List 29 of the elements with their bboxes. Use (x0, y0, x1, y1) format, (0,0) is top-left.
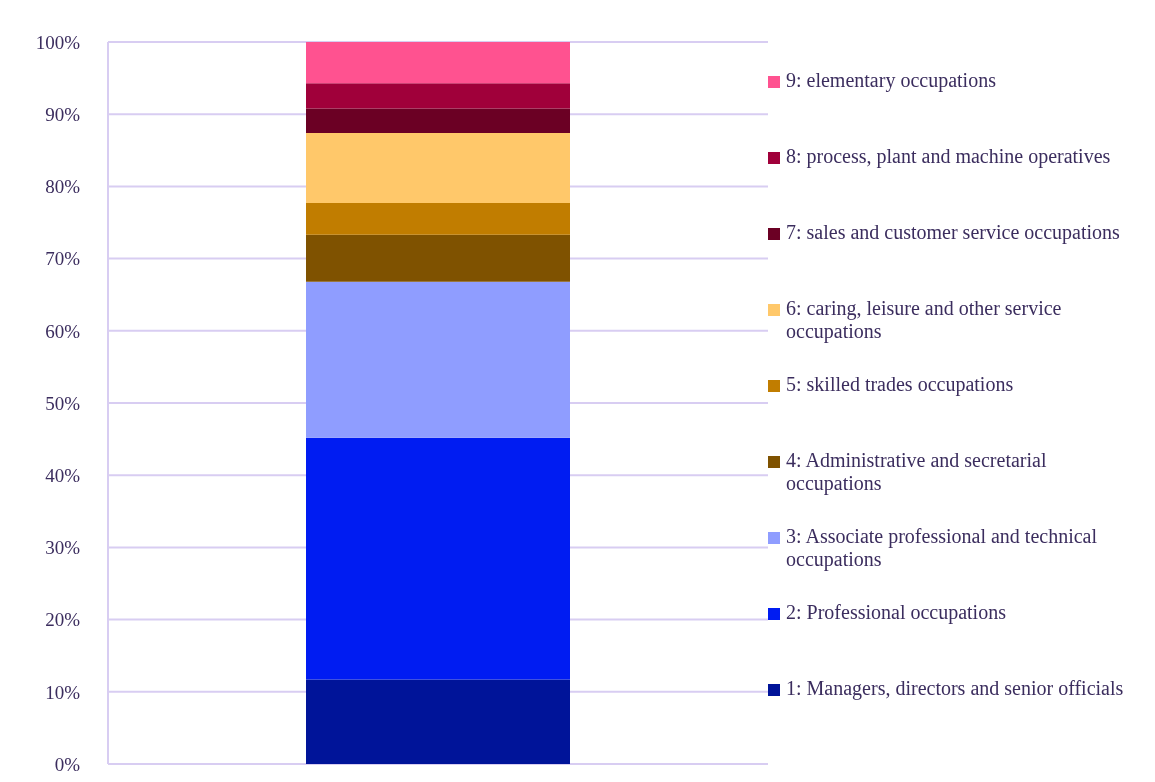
legend-label: 4: Administrative and secretarial occupations (786, 449, 1048, 495)
y-tick-label: 100% (35, 31, 81, 53)
legend-label: 5: skilled trades occupations (786, 373, 1014, 396)
y-tick-label: 40% (45, 464, 81, 486)
legend-label: 7: sales and customer service occupations (786, 221, 1120, 244)
legend-label: 2: Professional occupations (786, 601, 1006, 624)
bar (306, 281, 570, 438)
y-tick-label: 10% (45, 681, 81, 703)
y-tick-label: 70% (45, 248, 81, 270)
legend-label: 1: Managers, directors and senior officials (786, 677, 1124, 700)
legend-label: 6: caring, leisure and other service occupations (786, 297, 1063, 343)
legend-label: 9: elementary occupations (786, 69, 996, 92)
legend-label: 3: Associate professional and technical occupations (786, 525, 1098, 571)
bar (306, 42, 570, 84)
y-tick-label: 90% (45, 103, 81, 125)
y-tick-label: 0% (54, 753, 81, 775)
y-tick-label: 30% (45, 537, 81, 559)
y-tick-label: 20% (45, 609, 81, 631)
bar (306, 108, 570, 133)
bar (306, 234, 570, 282)
y-tick-label: 80% (45, 176, 81, 198)
bar (306, 83, 570, 109)
bar (306, 679, 570, 764)
bar (306, 203, 570, 235)
legend-label: 8: process, plant and machine operatives (786, 145, 1111, 168)
bar (306, 132, 570, 204)
y-tick-label: 50% (45, 392, 81, 414)
y-tick-label: 60% (45, 320, 81, 342)
bar (306, 437, 570, 680)
